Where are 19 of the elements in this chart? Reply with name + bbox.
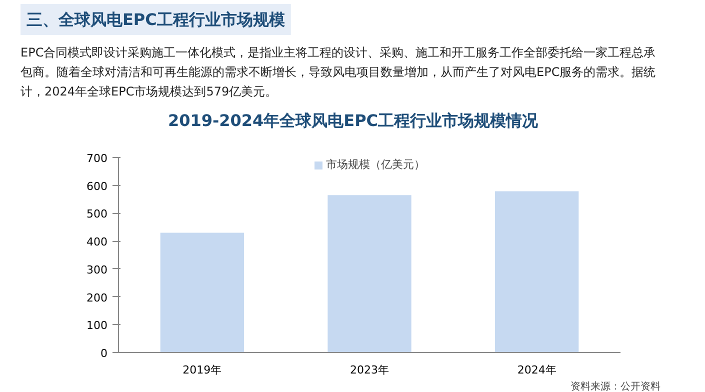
- y-tick-label: 400: [86, 236, 108, 249]
- x-tick-label: 2024年: [517, 364, 556, 376]
- bar: [328, 195, 412, 352]
- legend-label: 市场规模（亿美元）: [326, 157, 425, 172]
- y-tick-label: 500: [86, 208, 108, 221]
- text: 资料来源：公开资料: [570, 380, 660, 392]
- chart-subtitle: EPC合同模式即设计采购施工一体化模式，是指业主将工程的设计、采购、施工和开工服务工作全部委托给一家工程总承包商。随着全球对清洁和可再生能源的需求不断增长，导致风电项目数量增加，从而产生了对风电EPC服务的需求。据统计，2024年全球EPC市场规模达到579亿美元。: [20, 46, 656, 98]
- y-tick-label: 600: [86, 180, 108, 193]
- bar: [495, 191, 579, 352]
- text: 三、全球风电EPC工程行业市场规模: [26, 10, 285, 29]
- y-tick-label: 0: [100, 347, 108, 360]
- y-tick-label: 200: [86, 291, 108, 304]
- y-tick-label: 100: [86, 319, 108, 332]
- y-tick-label: 700: [86, 152, 108, 165]
- x-tick-label: 2023年: [350, 364, 390, 376]
- bar: [160, 232, 244, 352]
- x-tick-label: 2019年: [182, 364, 222, 376]
- y-tick-label: 300: [86, 263, 108, 276]
- chart-title: 2019-2024年全球风电EPC工程行业市场规模情况: [168, 111, 540, 130]
